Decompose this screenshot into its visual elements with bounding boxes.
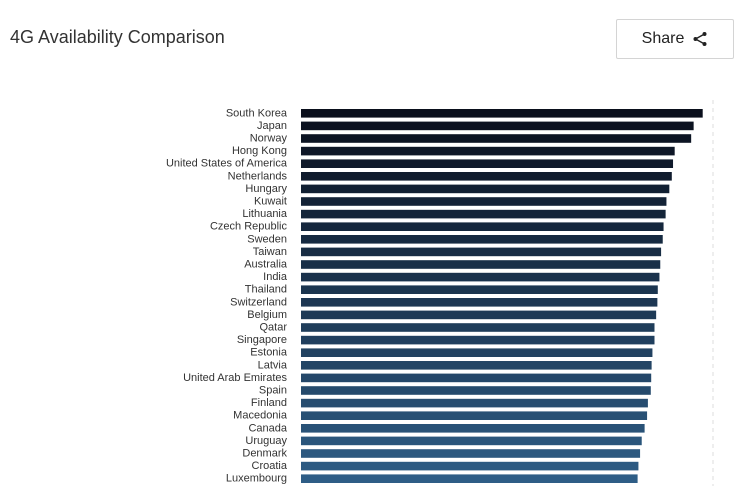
bar[interactable]: [301, 474, 638, 483]
bar[interactable]: [301, 134, 692, 143]
bar[interactable]: [301, 436, 642, 446]
category-label: South Korea: [226, 107, 288, 119]
bar[interactable]: [301, 386, 651, 395]
category-label: Australia: [244, 259, 288, 271]
category-label: Macedonia: [233, 410, 288, 422]
bar[interactable]: [301, 235, 663, 244]
category-label: Hungary: [245, 183, 287, 195]
category-label: Switzerland: [230, 296, 287, 308]
category-label: Singapore: [237, 334, 287, 346]
category-label: Finland: [251, 397, 287, 409]
share-icon: [692, 31, 708, 47]
bar[interactable]: [301, 361, 652, 370]
bar[interactable]: [301, 209, 666, 219]
category-label: Luxembourg: [226, 473, 287, 485]
bar[interactable]: [301, 272, 660, 282]
category-label: Lithuania: [242, 208, 288, 220]
category-label: Qatar: [259, 322, 287, 334]
bar[interactable]: [301, 109, 703, 118]
bar[interactable]: [301, 424, 645, 433]
bar[interactable]: [301, 184, 670, 194]
category-label: Taiwan: [253, 246, 287, 258]
category-label: Hong Kong: [232, 145, 287, 157]
bar[interactable]: [301, 260, 661, 269]
category-label: United Arab Emirates: [183, 372, 287, 384]
category-label: Croatia: [252, 460, 288, 472]
bar[interactable]: [301, 285, 658, 294]
bar[interactable]: [301, 461, 639, 471]
category-label: Kuwait: [254, 196, 287, 208]
bar[interactable]: [301, 310, 657, 320]
bar[interactable]: [301, 222, 664, 231]
bar[interactable]: [301, 373, 652, 383]
category-label: Sweden: [247, 233, 287, 245]
bar[interactable]: [301, 348, 653, 357]
bar[interactable]: [301, 121, 694, 131]
bar[interactable]: [301, 298, 658, 307]
bar[interactable]: [301, 411, 648, 420]
bar[interactable]: [301, 159, 674, 168]
bar[interactable]: [301, 398, 648, 408]
category-label: India: [263, 271, 288, 283]
category-label: Denmark: [242, 448, 287, 460]
category-label: United States of America: [166, 158, 288, 170]
bar[interactable]: [301, 247, 662, 257]
category-label: Uruguay: [245, 435, 287, 447]
category-label: Estonia: [250, 347, 288, 359]
category-label: Belgium: [247, 309, 287, 321]
category-label: Thailand: [245, 284, 287, 296]
bar[interactable]: [301, 146, 675, 156]
category-label: Latvia: [258, 359, 288, 371]
category-label: Japan: [257, 120, 287, 132]
category-label: Czech Republic: [210, 221, 288, 233]
bar[interactable]: [301, 335, 655, 345]
bar[interactable]: [301, 172, 672, 181]
category-label: Netherlands: [228, 170, 288, 182]
share-button-label: Share: [641, 30, 685, 47]
share-button[interactable]: Share: [616, 19, 734, 59]
bar[interactable]: [301, 323, 655, 332]
category-label: Spain: [259, 385, 287, 397]
bar[interactable]: [301, 449, 641, 458]
category-label: Canada: [248, 422, 287, 434]
page-title: 4G Availability Comparison: [10, 27, 225, 47]
category-label: Norway: [250, 133, 288, 145]
bar[interactable]: [301, 197, 667, 206]
